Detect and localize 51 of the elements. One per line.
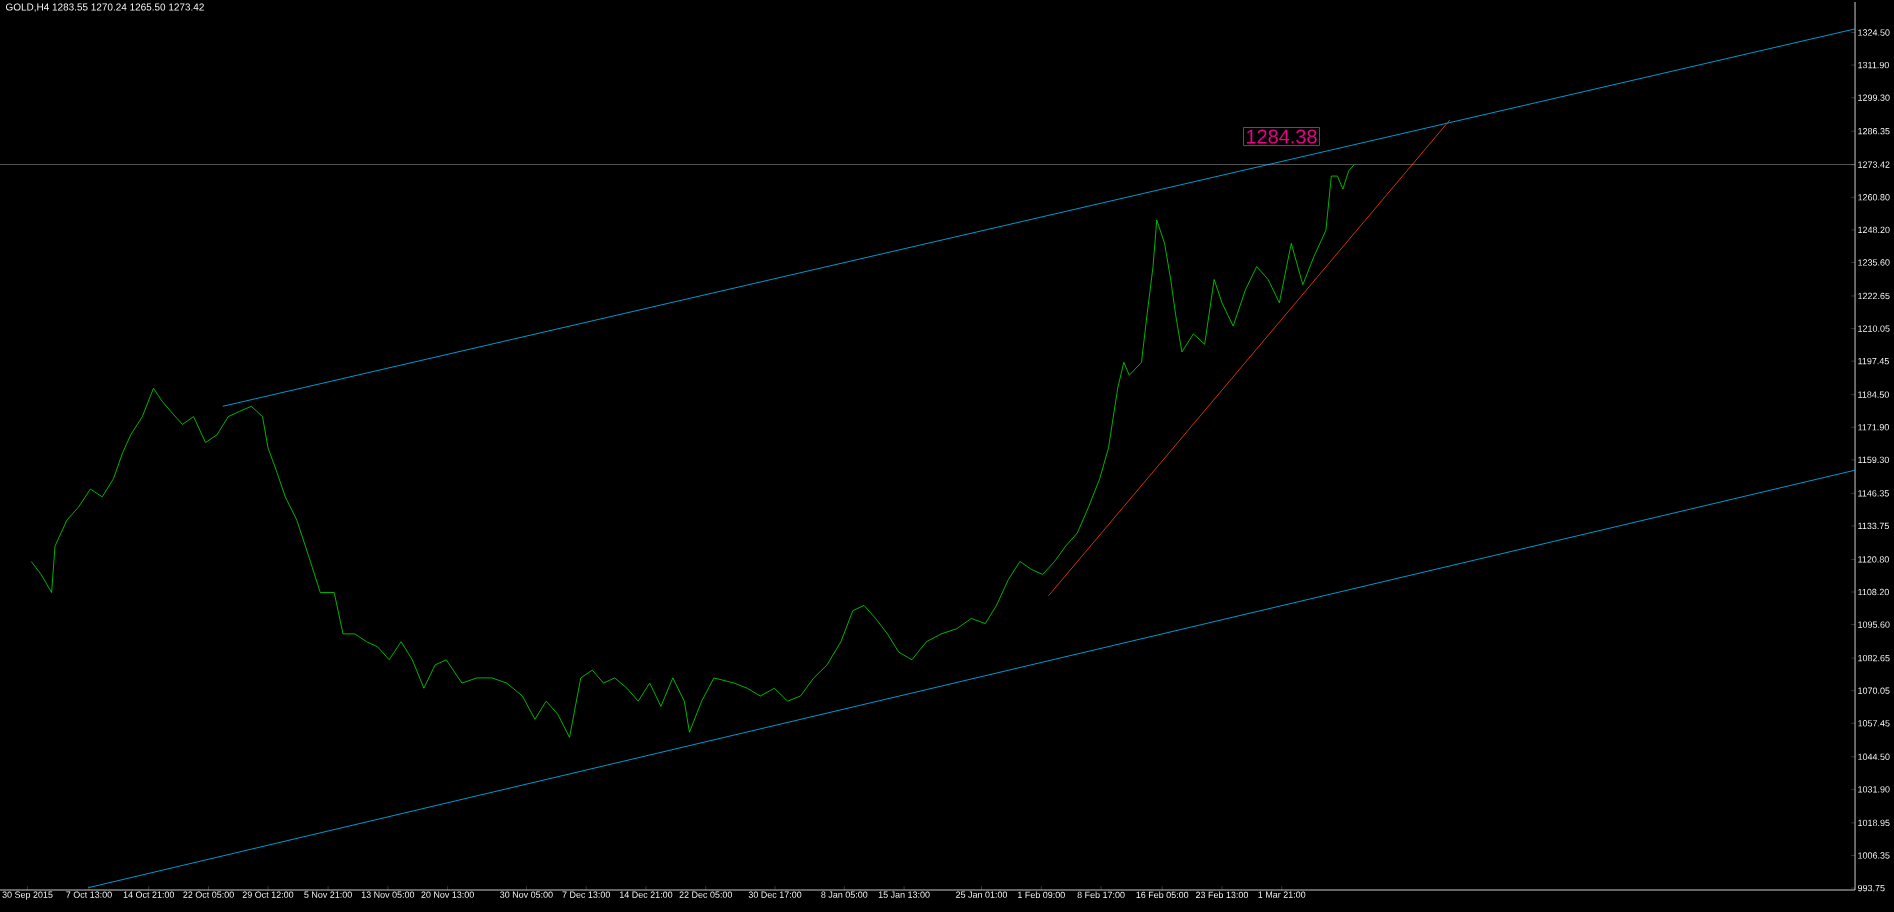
y-tick-label: 1248.20 [1858, 226, 1890, 234]
y-tick-label: 1146.35 [1858, 490, 1889, 497]
y-tick-label: 1260.80 [1858, 194, 1890, 201]
y-tick-label: 1184.50 [1858, 391, 1889, 398]
y-tick-label: 1006.35 [1858, 852, 1890, 859]
x-tick-label: 7 Dec 13:00 [562, 891, 611, 898]
line-series [30, 164, 1355, 738]
y-tick-label: 1324.50 [1858, 29, 1890, 36]
x-tick-label: 30 Nov 05:00 [500, 891, 553, 898]
y-tick-label: 1044.50 [1858, 753, 1890, 760]
y-tick-label: 1235.60 [1858, 259, 1890, 266]
y-tick-label: 1120.80 [1858, 556, 1889, 563]
y-tick-label: 1082.65 [1858, 654, 1890, 662]
y-tick-label: 1311.90 [1858, 61, 1889, 69]
x-tick-label: 22 Oct 05:00 [183, 891, 234, 898]
chart-title: GOLD,H4 1283.55 1270.24 1265.50 1273.42 [6, 3, 204, 12]
y-tick-label: 1299.30 [1858, 94, 1890, 101]
x-tick-label: 1 Mar 21:00 [1258, 891, 1306, 898]
x-tick-label: 13 Nov 05:00 [361, 891, 415, 898]
y-tick-label: 1018.95 [1858, 819, 1890, 827]
y-tick-label: 1222.65 [1858, 292, 1890, 300]
y-tick-label: 1095.60 [1858, 621, 1890, 628]
y-tick-label: 1171.90 [1858, 424, 1889, 431]
x-tick-label: 14 Oct 21:00 [123, 891, 175, 898]
y-tick-label: 993.75 [1857, 884, 1885, 892]
x-tick-label: 20 Nov 13:00 [421, 891, 474, 898]
x-tick-label: 8 Jan 05:00 [821, 891, 868, 898]
y-tick-label: 1273.42 [1858, 161, 1890, 168]
y-tick-label: 1057.45 [1858, 720, 1890, 727]
y-tick-label: 1286.35 [1858, 128, 1890, 135]
x-tick-label: 5 Nov 21:00 [304, 891, 352, 898]
y-tick-label: 1031.90 [1858, 786, 1890, 793]
y-tick-label: 1108.20 [1858, 588, 1889, 596]
x-tick-label: 30 Dec 17:00 [748, 891, 802, 898]
x-tick-label: 8 Feb 17:00 [1077, 891, 1125, 899]
y-tick-label: 1133.75 [1858, 522, 1889, 530]
x-tick-label: 29 Oct 12:00 [242, 891, 294, 898]
y-tick-label: 1159.30 [1858, 456, 1889, 464]
x-tick-label: 7 Oct 13:00 [66, 891, 112, 898]
x-tick-label: 22 Dec 05:00 [679, 891, 733, 898]
x-tick-label: 16 Feb 05:00 [1136, 891, 1189, 899]
x-tick-label: 30 Sep 2015 [2, 891, 53, 900]
y-tick-label: 1070.05 [1858, 687, 1890, 694]
x-tick-label: 25 Jan 01:00 [956, 891, 1008, 898]
x-tick-label: 1 Feb 09:00 [1018, 891, 1065, 899]
y-tick-label: 1197.45 [1858, 357, 1889, 365]
x-tick-label: 23 Feb 13:00 [1196, 891, 1249, 899]
x-tick-label: 15 Jan 13:00 [878, 891, 930, 898]
y-tick-label: 1210.05 [1858, 325, 1890, 332]
x-tick-label: 14 Dec 21:00 [619, 891, 673, 898]
annotation: 1284.38 [1247, 129, 1317, 144]
